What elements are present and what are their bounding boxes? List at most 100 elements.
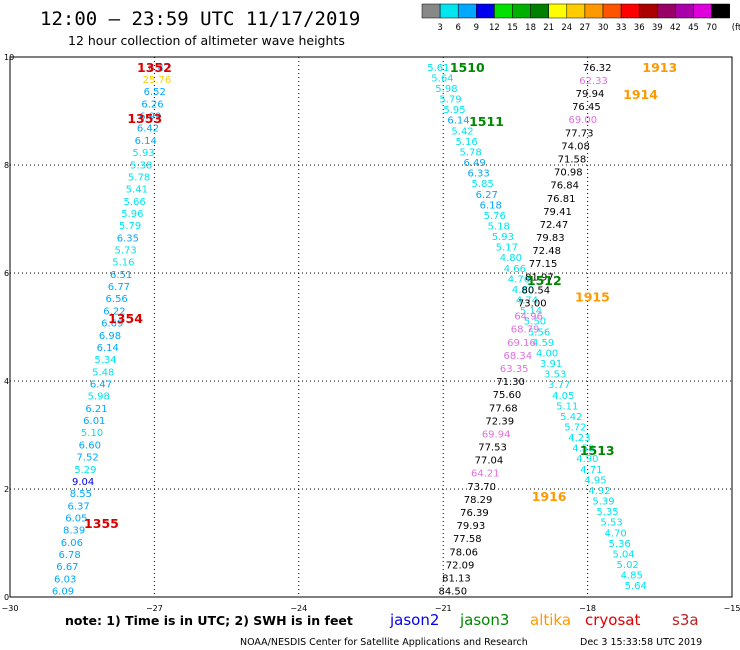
wave-height-point: 5.61: [427, 63, 449, 74]
wave-height-point: 77.53: [478, 443, 507, 454]
wave-height-point: 5.95: [443, 105, 465, 116]
wave-height-point: 71.58: [558, 154, 587, 165]
wave-height-point: 5.93: [492, 232, 514, 243]
colorbar-swatch: [657, 3, 676, 19]
colorbar-tick-label: 3: [437, 23, 442, 33]
wave-height-point: 5.14: [520, 306, 542, 317]
wave-height-point: 64.96: [514, 312, 543, 323]
track-label: 1352: [137, 60, 172, 75]
wave-height-point: 4.58: [572, 444, 594, 455]
y-tick-label: 6: [4, 269, 9, 278]
wave-height-point: 4.23: [568, 433, 590, 444]
wave-height-point: 79.41: [543, 207, 572, 218]
wave-height-point: 6.18: [480, 200, 502, 211]
wave-height-point: 3.77: [548, 380, 570, 391]
plot-frame: [9, 56, 733, 598]
colorbar-unit: (ft): [732, 23, 740, 33]
colorbar-tick-label: 12: [489, 23, 500, 33]
wave-height-point: 4.80: [500, 253, 522, 264]
legend-jason3: jason3: [459, 611, 509, 629]
wave-height-point: 74.08: [561, 141, 590, 152]
wave-height-point: 68.79: [511, 325, 540, 336]
wave-height-point: 72.39: [485, 416, 514, 427]
wave-height-point: 5.64: [431, 73, 453, 84]
wave-height-point: 76.45: [572, 102, 601, 113]
wave-height-point: 6.37: [67, 501, 89, 512]
wave-height-point: 5.93: [132, 148, 154, 159]
y-tick-label: 8: [4, 161, 9, 170]
wave-height-point: 6.69: [101, 319, 123, 330]
wave-height-point: 4.59: [532, 338, 554, 349]
wave-height-point: 5.53: [600, 518, 622, 529]
wave-height-point: 5.10: [81, 428, 103, 439]
wave-height-point: 77.04: [475, 456, 504, 467]
wave-height-point: 77.15: [529, 259, 558, 270]
wave-height-point: 5.48: [92, 367, 114, 378]
wave-height-point: 6.33: [468, 169, 490, 180]
page-title: 12:00 — 23:59 UTC 11/17/2019: [40, 8, 360, 30]
colorbar-swatch: [711, 3, 730, 19]
wave-height-point: 6.35: [117, 233, 139, 244]
wave-height-point: 25.76: [143, 75, 172, 86]
colorbar-swatch: [566, 3, 586, 19]
wave-height-point: 5.85: [472, 179, 494, 190]
colorbar-tick-label: 21: [543, 23, 554, 33]
wave-height-point: 5.78: [459, 147, 481, 158]
wave-height-point: 76.32: [583, 63, 612, 74]
wave-height-point: 76.39: [460, 508, 489, 519]
wave-height-point: 6.06: [61, 538, 83, 549]
wave-height-point: 5.42: [451, 126, 473, 137]
colorbar-tick-label: 45: [688, 23, 699, 33]
wave-height-point: 6.09: [52, 587, 74, 598]
wave-height-point: 6.03: [54, 574, 76, 585]
wave-height-point: 4.00: [536, 348, 558, 359]
wave-height-point: 69.94: [482, 429, 511, 440]
wave-height-point: 5.79: [119, 221, 141, 232]
colorbar-swatch: [620, 3, 640, 19]
track-label: 1355: [84, 516, 119, 531]
wave-height-point: 6.47: [90, 380, 112, 391]
wave-height-point: 6.47: [148, 63, 170, 74]
colorbar-swatch: [675, 3, 694, 19]
wave-height-point: 3.53: [544, 370, 566, 381]
wave-height-point: 8.55: [70, 489, 92, 500]
wave-height-point: 5.56: [528, 327, 550, 338]
wave-height-point: 4.95: [584, 475, 606, 486]
track-label: 1510: [450, 60, 485, 75]
wave-height-point: 5.73: [114, 246, 136, 257]
wave-height-point: 70.98: [554, 168, 583, 179]
colorbar-swatch: [421, 3, 441, 19]
colorbar-swatch: [530, 3, 549, 19]
wave-height-point: 78.29: [464, 495, 493, 506]
wave-height-point: 6.27: [476, 190, 498, 201]
wave-height-point: 6.99: [139, 112, 161, 123]
wave-height-point: 77.58: [453, 534, 482, 545]
wave-height-point: 72.47: [540, 220, 569, 231]
colorbar-tick-label: 24: [561, 23, 572, 33]
legend-s3a: s3a: [672, 611, 699, 629]
colorbar-swatch: [457, 3, 477, 19]
wave-height-point: 5.41: [126, 185, 148, 196]
wave-height-point: 5.02: [617, 560, 639, 571]
wave-height-point: 5.76: [484, 211, 506, 222]
wave-height-point: 6.67: [56, 562, 78, 573]
wave-height-point: 3.91: [540, 359, 562, 370]
wave-height-point: 72.09: [446, 560, 475, 571]
wave-height-point: 81.97: [525, 272, 554, 283]
wave-height-point: 8.39: [63, 526, 85, 537]
x-tick-label: −24: [290, 604, 307, 613]
colorbar-tick-label: 27: [579, 23, 590, 33]
footer-timestamp: Dec 3 15:33:58 UTC 2019: [580, 637, 702, 648]
wave-height-point: 5.42: [560, 412, 582, 423]
wave-height-point: 73.00: [518, 299, 547, 310]
colorbar-swatch: [476, 3, 495, 19]
wave-height-point: 5.98: [435, 84, 457, 95]
wave-height-point: 6.14: [135, 136, 157, 147]
wave-height-point: 72.48: [532, 246, 561, 257]
wave-height-point: 6.56: [106, 294, 128, 305]
colorbar-tick-label: 15: [507, 23, 518, 33]
wave-height-point: 81.13: [442, 574, 471, 585]
colorbar-tick-label: 18: [525, 23, 536, 33]
wave-height-point: 4.60: [512, 285, 534, 296]
wave-height-point: 80.54: [522, 285, 551, 296]
